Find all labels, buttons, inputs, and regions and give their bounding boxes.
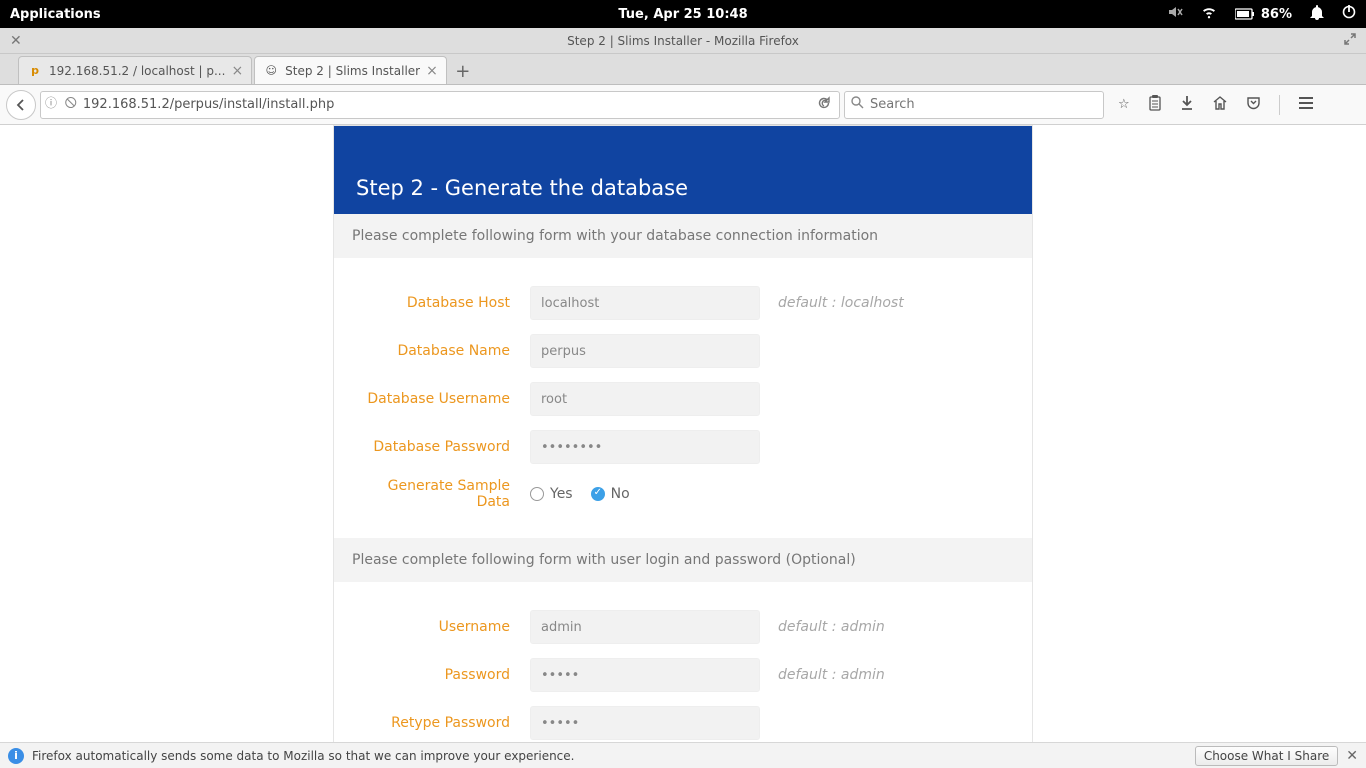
choose-share-button[interactable]: Choose What I Share xyxy=(1195,746,1338,766)
search-bar[interactable] xyxy=(844,91,1104,119)
clock[interactable]: Tue, Apr 25 10:48 xyxy=(618,7,747,22)
input-db-user[interactable] xyxy=(530,382,760,416)
bookmark-star-icon[interactable]: ☆ xyxy=(1118,97,1130,112)
section-note-user: Please complete following form with user… xyxy=(334,538,1032,582)
radio-label-yes: Yes xyxy=(550,486,573,502)
label-sample-data: Generate Sample Data xyxy=(352,478,530,510)
input-retype-password[interactable] xyxy=(530,706,760,740)
downloads-icon[interactable] xyxy=(1180,95,1194,115)
radio-sample-yes[interactable]: Yes xyxy=(530,486,573,502)
label-username: Username xyxy=(352,619,530,635)
tab-strip: p 192.168.51.2 / localhost | p... × ☺ St… xyxy=(0,54,1366,85)
info-bar-text: Firefox automatically sends some data to… xyxy=(32,749,574,763)
site-identity-icon[interactable]: ⓘ 🛇 xyxy=(45,94,77,115)
window-restore-icon[interactable] xyxy=(1344,33,1356,48)
wifi-icon[interactable] xyxy=(1201,4,1217,24)
favicon-pma-icon: p xyxy=(27,63,43,79)
url-bar[interactable]: ⓘ 🛇 xyxy=(40,91,840,119)
info-icon: i xyxy=(8,748,24,764)
hint-db-host: default : localhost xyxy=(778,295,904,311)
page-viewport[interactable]: Step 2 - Generate the database Please co… xyxy=(0,125,1366,742)
installer-panel: Step 2 - Generate the database Please co… xyxy=(333,125,1033,742)
label-db-pass: Database Password xyxy=(352,439,530,455)
window-titlebar: ✕ Step 2 | Slims Installer - Mozilla Fir… xyxy=(0,28,1366,54)
form-db: Database Host default : localhost Databa… xyxy=(334,258,1032,538)
volume-muted-icon[interactable] xyxy=(1167,4,1183,24)
back-button[interactable] xyxy=(6,90,36,120)
label-db-host: Database Host xyxy=(352,295,530,311)
clipboard-icon[interactable] xyxy=(1148,95,1162,115)
form-user: Username default : admin Password defaul… xyxy=(334,582,1032,742)
label-retype-password: Retype Password xyxy=(352,715,530,731)
tab-title: Step 2 | Slims Installer xyxy=(285,64,420,78)
notifications-icon[interactable] xyxy=(1310,4,1324,24)
favicon-slims-icon: ☺ xyxy=(263,63,279,79)
reload-icon[interactable] xyxy=(813,96,835,114)
input-db-host[interactable] xyxy=(530,286,760,320)
window-close-icon[interactable]: ✕ xyxy=(10,33,22,49)
info-bar-close-icon[interactable]: ✕ xyxy=(1346,748,1358,764)
label-password: Password xyxy=(352,667,530,683)
new-tab-button[interactable]: + xyxy=(449,58,477,84)
input-db-pass[interactable] xyxy=(530,430,760,464)
radio-sample-no[interactable]: No xyxy=(591,486,630,502)
tab-close-icon[interactable]: × xyxy=(231,63,243,79)
gnome-top-bar: Applications Tue, Apr 25 10:48 86% xyxy=(0,0,1366,28)
radio-icon xyxy=(530,487,544,501)
search-icon xyxy=(851,96,864,113)
hamburger-menu-icon[interactable] xyxy=(1298,96,1314,114)
browser-tab-installer[interactable]: ☺ Step 2 | Slims Installer × xyxy=(254,56,447,84)
power-icon[interactable] xyxy=(1342,5,1356,23)
hint-password: default : admin xyxy=(778,667,885,683)
hint-username: default : admin xyxy=(778,619,885,635)
pocket-icon[interactable] xyxy=(1246,96,1261,114)
installer-heading: Step 2 - Generate the database xyxy=(334,126,1032,214)
url-input[interactable] xyxy=(83,97,807,112)
tab-title: 192.168.51.2 / localhost | p... xyxy=(49,64,225,78)
label-db-name: Database Name xyxy=(352,343,530,359)
tab-close-icon[interactable]: × xyxy=(426,63,438,79)
window-title-text: Step 2 | Slims Installer - Mozilla Firef… xyxy=(567,34,799,48)
nav-toolbar: ⓘ 🛇 ☆ xyxy=(0,85,1366,125)
battery-indicator[interactable]: 86% xyxy=(1235,7,1292,22)
radio-icon xyxy=(591,487,605,501)
home-icon[interactable] xyxy=(1212,95,1228,114)
search-input[interactable] xyxy=(870,97,1097,112)
toolbar-separator xyxy=(1279,95,1280,115)
input-db-name[interactable] xyxy=(530,334,760,368)
browser-tab-phpmyadmin[interactable]: p 192.168.51.2 / localhost | p... × xyxy=(18,56,252,84)
input-password[interactable] xyxy=(530,658,760,692)
applications-menu[interactable]: Applications xyxy=(10,7,101,22)
radio-label-no: No xyxy=(611,486,630,502)
input-username[interactable] xyxy=(530,610,760,644)
firefox-info-bar: i Firefox automatically sends some data … xyxy=(0,742,1366,768)
label-db-user: Database Username xyxy=(352,391,530,407)
battery-percent: 86% xyxy=(1261,7,1292,22)
section-note-db: Please complete following form with your… xyxy=(334,214,1032,258)
